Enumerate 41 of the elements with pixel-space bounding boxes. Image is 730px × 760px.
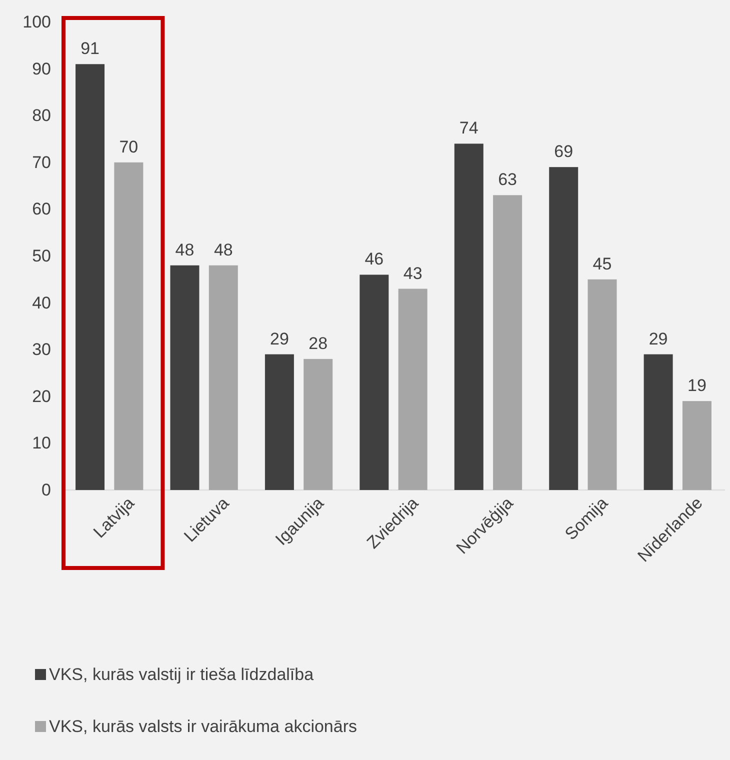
data-label: 46 (364, 250, 384, 269)
data-label: 43 (403, 264, 422, 283)
y-tick-label: 20 (32, 386, 51, 406)
y-tick-label: 50 (32, 246, 51, 266)
data-label: 29 (648, 329, 668, 348)
bar (76, 64, 105, 490)
y-tick-label: 10 (32, 434, 51, 453)
y-tick-label: 70 (32, 152, 51, 172)
bar (398, 288, 428, 490)
bar (549, 167, 578, 490)
bar (170, 265, 200, 490)
bar (264, 354, 294, 490)
data-label: 63 (498, 170, 518, 190)
y-tick-label: 60 (32, 200, 51, 219)
data-label: 70 (119, 137, 138, 156)
bar (588, 279, 617, 490)
y-tick-label: 0 (42, 480, 51, 500)
data-label: 48 (175, 240, 194, 260)
y-tick-label: 90 (32, 59, 51, 78)
bar (304, 358, 333, 490)
bar (114, 162, 144, 490)
legend-label: VKS, kurās valsts ir vairākuma akcionārs (49, 717, 357, 736)
data-label: 29 (270, 329, 289, 348)
y-tick-label: 30 (32, 340, 51, 360)
bar (454, 144, 484, 490)
data-label: 48 (214, 240, 233, 260)
data-label: 45 (592, 254, 612, 274)
data-label: 28 (308, 334, 328, 353)
bar (493, 195, 522, 490)
y-tick-label: 100 (22, 12, 51, 32)
bar (644, 354, 673, 490)
bar (360, 274, 389, 490)
legend-label: VKS, kurās valstij ir tieša līdzdalība (49, 665, 314, 684)
y-tick-label: 80 (32, 106, 51, 126)
data-label: 19 (688, 376, 706, 396)
data-label: 69 (554, 142, 574, 162)
bar (682, 401, 712, 490)
data-label: 74 (459, 118, 478, 138)
y-tick-label: 40 (32, 293, 51, 312)
bar (208, 265, 238, 490)
data-label: 91 (80, 39, 100, 58)
